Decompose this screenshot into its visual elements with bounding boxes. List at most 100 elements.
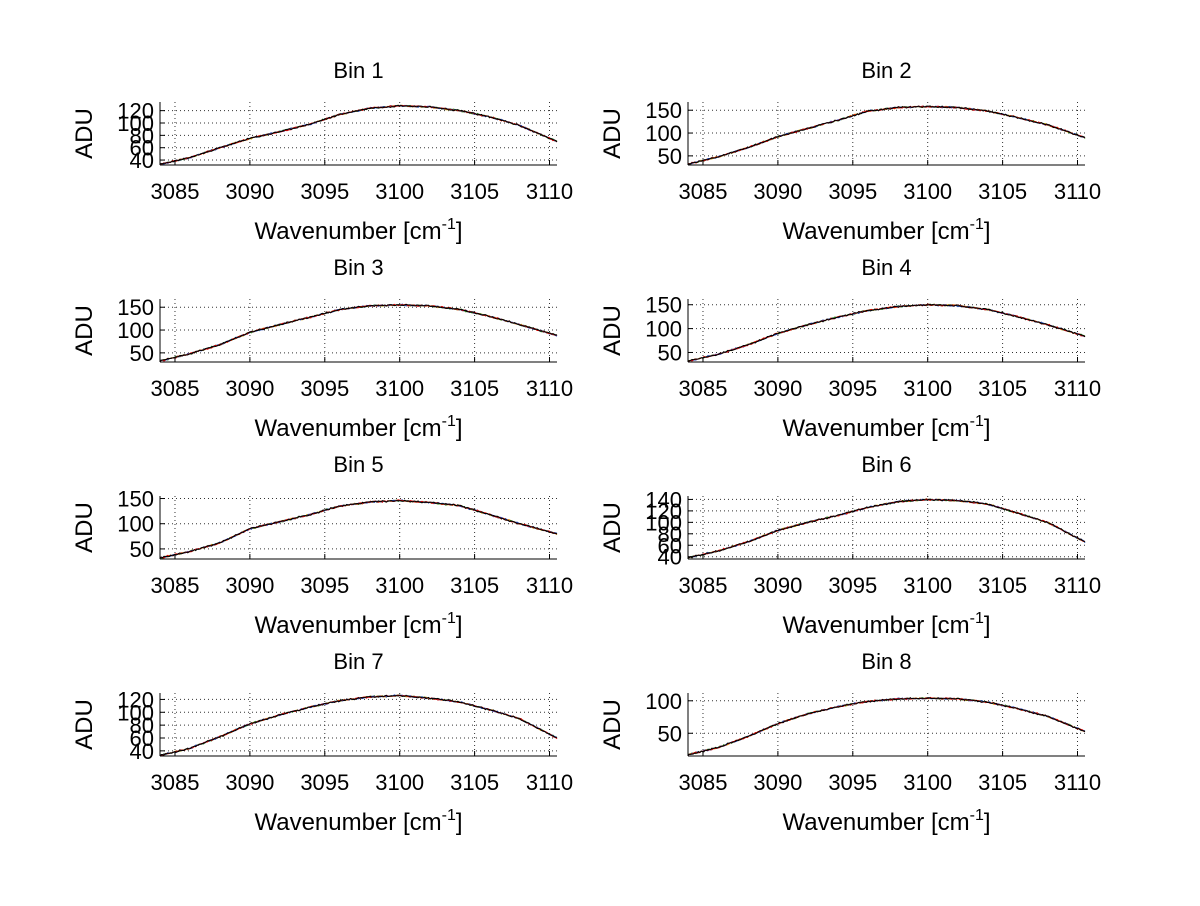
y-tick-label: 140 <box>645 487 682 512</box>
x-axis-label-superscript: -1 <box>970 807 984 824</box>
x-tick-label: 3105 <box>450 573 499 598</box>
series-line <box>687 303 1086 363</box>
series-line <box>159 104 558 165</box>
x-tick-label: 3095 <box>828 573 877 598</box>
y-tick-label: 50 <box>130 537 154 562</box>
grid <box>160 496 557 559</box>
x-tick-label: 3110 <box>526 179 573 204</box>
series-line <box>687 105 1086 165</box>
series-line <box>687 105 1086 166</box>
y-tick-label: 40 <box>658 545 682 570</box>
series-line <box>159 499 558 559</box>
y-tick-label: 100 <box>117 700 154 725</box>
series-line <box>687 498 1086 559</box>
x-axis-label-text: Wavenumber [cm <box>254 415 441 442</box>
subplot-title: Bin 8 <box>861 649 911 674</box>
x-tick-label: 3095 <box>828 770 877 795</box>
subplot-title: Bin 1 <box>333 58 383 83</box>
series-line <box>687 697 1086 756</box>
y-tick-label: 120 <box>117 687 154 712</box>
x-tick-label: 3085 <box>679 770 728 795</box>
x-tick-label: 3105 <box>978 573 1027 598</box>
subplot-title: Bin 6 <box>861 452 911 477</box>
x-tick-label: 3085 <box>151 376 200 401</box>
x-tick-label: 3090 <box>753 573 802 598</box>
x-tick-label: 3105 <box>978 376 1027 401</box>
y-axis-label: ADU <box>71 108 98 159</box>
y-tick-label: 150 <box>117 487 154 512</box>
x-tick-label: 3085 <box>679 573 728 598</box>
x-axis-label-bracket: ] <box>456 809 463 836</box>
y-tick-label: 150 <box>117 295 154 320</box>
x-tick-label: 3090 <box>753 770 802 795</box>
subplot-title: Bin 4 <box>861 255 911 280</box>
series-line <box>159 303 558 362</box>
x-tick-label: 3110 <box>526 770 573 795</box>
x-axis-label-text: Wavenumber [cm <box>254 218 441 245</box>
series-line <box>159 694 558 757</box>
x-tick-label: 3100 <box>375 179 424 204</box>
y-tick-label: 50 <box>658 144 682 169</box>
x-axis-label: Wavenumber [cm-1] <box>782 413 990 442</box>
grid <box>688 693 1085 756</box>
grid <box>160 299 557 362</box>
x-tick-label: 3090 <box>225 179 274 204</box>
x-axis-label: Wavenumber [cm-1] <box>782 610 990 639</box>
y-tick-label: 100 <box>645 689 682 714</box>
y-tick-label: 40 <box>130 148 154 173</box>
x-axis-label: Wavenumber [cm-1] <box>254 610 462 639</box>
y-tick-label: 120 <box>117 99 154 124</box>
series-line <box>687 105 1085 165</box>
x-axis-label-bracket: ] <box>984 415 991 442</box>
series-line <box>159 499 558 560</box>
series-line <box>687 303 1086 362</box>
y-tick-label: 100 <box>117 512 154 537</box>
series-line <box>159 499 558 559</box>
series-line <box>159 104 558 165</box>
series-line <box>687 697 1086 756</box>
x-tick-label: 3095 <box>828 376 877 401</box>
x-tick-label: 3110 <box>1054 770 1101 795</box>
x-tick-label: 3110 <box>526 573 573 598</box>
y-axis-label: ADU <box>71 699 98 750</box>
x-axis-label-superscript: -1 <box>442 216 456 233</box>
y-tick-label: 80 <box>130 713 154 738</box>
x-tick-label: 3085 <box>151 770 200 795</box>
x-tick-label: 3105 <box>450 179 499 204</box>
x-tick-label: 3105 <box>978 770 1027 795</box>
x-axis-label-bracket: ] <box>456 612 463 639</box>
series-line <box>687 498 1086 559</box>
x-tick-label: 3100 <box>375 573 424 598</box>
x-axis-label-superscript: -1 <box>442 610 456 627</box>
y-tick-label: 60 <box>130 726 154 751</box>
x-axis-label-superscript: -1 <box>970 216 984 233</box>
y-tick-label: 100 <box>117 318 154 343</box>
y-axis-label: ADU <box>599 305 626 356</box>
y-tick-label: 100 <box>117 111 154 136</box>
series-line <box>687 498 1086 559</box>
y-tick-label: 100 <box>645 317 682 342</box>
series-line <box>159 694 558 757</box>
x-axis-label-bracket: ] <box>984 612 991 639</box>
subplot-title: Bin 7 <box>333 649 383 674</box>
x-tick-label: 3110 <box>526 376 573 401</box>
x-tick-label: 3095 <box>300 376 349 401</box>
series-line <box>159 303 558 362</box>
x-axis-label: Wavenumber [cm-1] <box>254 216 462 245</box>
series-line <box>159 104 558 165</box>
x-axis-label-text: Wavenumber [cm <box>254 809 441 836</box>
x-axis-label-bracket: ] <box>456 218 463 245</box>
x-axis-label-text: Wavenumber [cm <box>782 218 969 245</box>
series-line <box>159 694 558 757</box>
y-tick-label: 100 <box>645 121 682 146</box>
series-line <box>687 498 1086 559</box>
x-axis-label-text: Wavenumber [cm <box>782 809 969 836</box>
y-tick-label: 100 <box>645 510 682 535</box>
subplot-title: Bin 3 <box>333 255 383 280</box>
x-tick-label: 3090 <box>753 376 802 401</box>
